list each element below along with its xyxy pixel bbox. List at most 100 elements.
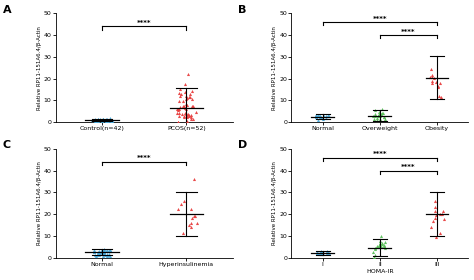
Point — [182, 111, 190, 115]
Point — [427, 225, 435, 229]
Point — [174, 206, 182, 211]
Point — [175, 113, 183, 118]
Point — [316, 250, 324, 255]
Point — [189, 117, 197, 122]
Point — [174, 120, 182, 124]
Point — [377, 234, 385, 238]
Point — [181, 114, 188, 118]
Point — [182, 112, 190, 116]
Point — [370, 250, 377, 255]
Point — [94, 249, 102, 254]
Point — [313, 251, 320, 256]
Point — [88, 118, 96, 122]
Point — [107, 118, 114, 122]
Point — [436, 231, 444, 235]
Point — [93, 253, 100, 258]
Point — [186, 95, 194, 99]
Point — [188, 89, 196, 93]
Text: ****: **** — [373, 16, 387, 22]
Point — [100, 117, 107, 122]
Point — [188, 97, 195, 101]
Point — [187, 225, 194, 229]
Point — [177, 92, 185, 96]
Point — [99, 118, 106, 123]
Point — [380, 244, 388, 248]
Point — [428, 79, 436, 83]
Point — [96, 117, 104, 121]
Point — [176, 87, 183, 91]
Text: ****: **** — [137, 20, 152, 26]
Point — [105, 251, 113, 256]
Y-axis label: Relative RP11-151A6.4/β-Actin: Relative RP11-151A6.4/β-Actin — [36, 26, 42, 110]
Text: C: C — [2, 140, 10, 150]
Point — [183, 102, 191, 107]
Point — [313, 250, 321, 255]
Point — [108, 118, 116, 123]
Point — [89, 118, 97, 122]
Point — [373, 244, 381, 248]
Point — [316, 114, 324, 118]
Point — [187, 113, 194, 118]
Point — [374, 116, 381, 120]
Point — [182, 102, 190, 106]
Point — [107, 116, 114, 120]
Point — [98, 117, 105, 122]
Point — [432, 205, 439, 210]
Point — [428, 73, 436, 77]
Y-axis label: Relative RP11-151A6.4/β-Actin: Relative RP11-151A6.4/β-Actin — [272, 26, 277, 110]
Point — [100, 251, 108, 256]
Text: B: B — [238, 5, 246, 15]
Point — [105, 252, 113, 257]
Point — [371, 247, 378, 251]
Point — [438, 211, 446, 216]
Point — [185, 113, 192, 117]
Point — [318, 251, 325, 255]
Point — [192, 109, 200, 114]
Point — [325, 113, 332, 118]
Point — [91, 117, 99, 122]
Point — [185, 223, 192, 227]
Point — [375, 112, 383, 117]
Point — [378, 107, 386, 112]
Point — [326, 114, 333, 118]
Point — [103, 253, 110, 257]
Point — [189, 104, 196, 108]
Y-axis label: Relative RP11-151A6.4/β-Actin: Relative RP11-151A6.4/β-Actin — [36, 161, 42, 245]
Point — [376, 243, 383, 248]
Point — [175, 111, 183, 115]
Point — [317, 115, 325, 119]
Point — [379, 111, 386, 115]
Point — [179, 231, 187, 235]
Point — [434, 83, 442, 88]
Point — [428, 81, 436, 85]
Point — [182, 81, 189, 86]
Point — [94, 117, 101, 122]
Point — [181, 90, 188, 94]
Point — [378, 242, 386, 246]
Point — [180, 104, 188, 108]
Point — [375, 110, 383, 114]
Point — [108, 118, 115, 123]
Point — [323, 113, 330, 118]
Point — [90, 118, 98, 123]
Point — [177, 202, 184, 206]
Point — [370, 116, 377, 121]
Point — [379, 111, 386, 116]
Point — [431, 216, 438, 221]
Point — [101, 253, 109, 257]
Point — [381, 115, 388, 119]
Text: ****: **** — [373, 151, 387, 157]
Point — [100, 249, 107, 253]
Point — [373, 245, 381, 249]
Point — [429, 218, 437, 223]
Point — [103, 252, 111, 256]
Point — [95, 249, 103, 253]
Point — [377, 113, 384, 118]
Point — [92, 254, 100, 258]
Point — [312, 115, 320, 119]
Text: ****: **** — [137, 155, 152, 162]
Point — [93, 118, 101, 122]
Text: ****: **** — [401, 29, 416, 35]
Point — [381, 240, 388, 245]
Point — [102, 249, 110, 254]
